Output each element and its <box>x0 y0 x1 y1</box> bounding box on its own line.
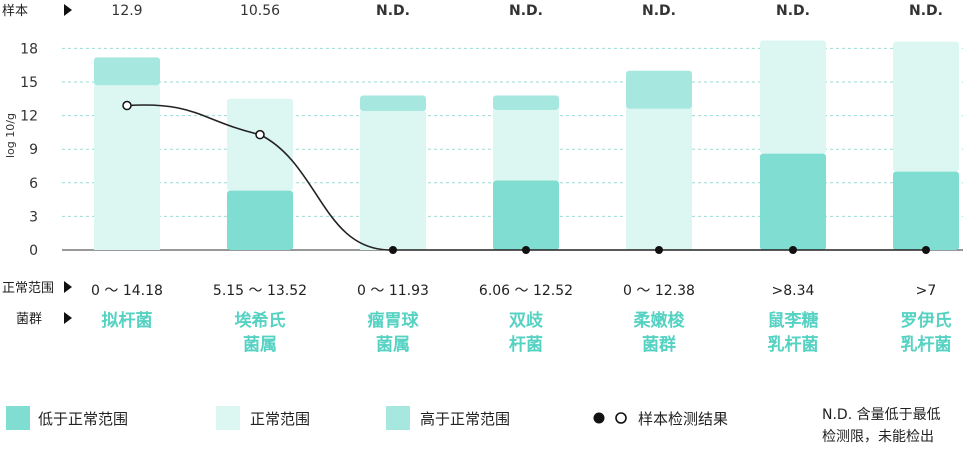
bar-stack <box>360 95 426 251</box>
bar-below-segment <box>893 171 959 250</box>
sample-point-nd <box>389 246 397 254</box>
sample-row-label: 样本 <box>2 4 28 19</box>
sample-value-label: N.D. <box>509 3 543 19</box>
bar-normal-segment <box>626 108 692 250</box>
y-axis-label: log 10/g <box>4 113 17 158</box>
bar-above-segment <box>360 95 426 112</box>
y-tick-label: 6 <box>29 176 38 192</box>
bar-below-segment <box>227 190 293 250</box>
normal-range-label: 0 ～ 14.18 <box>91 283 163 299</box>
y-tick-labels: 0 3 6 9 12 15 18 <box>20 41 38 259</box>
range-row-label: 正常范围 <box>2 281 54 296</box>
legend-above-label: 高于正常范围 <box>420 410 510 428</box>
category-name-line2: 菌属 <box>376 335 410 355</box>
y-tick-label: 12 <box>20 109 38 125</box>
sample-point-nd <box>922 246 930 254</box>
sample-row-arrow-icon <box>64 4 72 16</box>
category-name: 双歧 <box>509 310 544 331</box>
bar-above-segment <box>493 95 559 110</box>
legend-normal-label: 正常范围 <box>250 410 310 428</box>
sample-value-label: N.D. <box>776 3 810 19</box>
category-name: 罗伊氏 <box>901 310 952 331</box>
category-name-line2: 菌属 <box>243 335 277 355</box>
sample-result-curve <box>126 104 926 251</box>
nd-note-line2: 检测限，未能检出 <box>822 429 934 445</box>
legend-filled-dot-icon <box>593 412 605 424</box>
category-name: 鼠李糖 <box>768 310 819 331</box>
sample-curve-line <box>126 104 926 251</box>
group-row-arrow-icon <box>64 312 72 324</box>
y-tick-label: 0 <box>29 243 38 259</box>
sample-point <box>255 129 265 140</box>
nd-note-line1: N.D. 含量低于最低 <box>822 407 941 423</box>
legend: 低于正常范围 正常范围 高于正常范围 样本检测结果 N.D. 含量低于最低 检测… <box>6 406 941 445</box>
sample-value-label: 12.9 <box>111 3 142 19</box>
legend-result-label: 样本检测结果 <box>638 410 728 428</box>
legend-open-dot-icon <box>615 412 627 424</box>
normal-range-label: 6.06 ～ 12.52 <box>479 283 573 299</box>
category-name-line2: 乳杆菌 <box>901 334 952 355</box>
category-name: 埃希氏 <box>235 310 286 331</box>
sample-value-label: 10.56 <box>240 3 280 19</box>
normal-range-label: 0 ～ 11.93 <box>357 283 429 299</box>
group-row-label: 菌群 <box>16 312 42 327</box>
normal-range-label: 0 ～ 12.38 <box>623 283 695 299</box>
legend-below-label: 低于正常范围 <box>38 410 128 428</box>
y-tick-label: 15 <box>20 75 38 91</box>
bar-stack <box>893 41 959 250</box>
category-name: 拟杆菌 <box>102 310 153 331</box>
bar-stack <box>227 98 293 250</box>
normal-range-label: 5.15 ～ 13.52 <box>213 283 307 299</box>
bar-normal-segment <box>760 40 826 154</box>
bar-stack <box>626 70 692 250</box>
bar-normal-segment <box>227 98 293 191</box>
bar-below-segment <box>493 180 559 250</box>
normal-range-label: >8.34 <box>772 283 815 299</box>
sample-point-nd <box>789 246 797 254</box>
bar-normal-segment <box>893 41 959 172</box>
sample-point-nd <box>522 246 530 254</box>
sample-result-points <box>122 100 930 254</box>
sample-value-label: N.D. <box>642 3 676 19</box>
sample-point <box>122 100 132 111</box>
bar-above-segment <box>626 70 692 109</box>
bars <box>94 40 959 251</box>
category-name: 柔嫩梭 <box>634 310 686 331</box>
y-tick-label: 3 <box>29 209 38 225</box>
bar-above-segment <box>94 57 160 86</box>
sample-value-label: N.D. <box>909 3 943 19</box>
bar-normal-segment <box>360 111 426 251</box>
bar-stack <box>493 95 559 250</box>
legend-below-swatch <box>6 406 30 430</box>
category-name-line2: 乳杆菌 <box>768 334 819 355</box>
bar-below-segment <box>760 153 826 250</box>
bar-stack <box>94 57 160 250</box>
bar-stack <box>760 40 826 250</box>
sample-value-label: N.D. <box>376 3 410 19</box>
legend-normal-swatch <box>216 406 240 430</box>
bar-normal-segment <box>94 85 160 250</box>
category-name: 瘤胃球 <box>368 310 420 331</box>
bar-normal-segment <box>493 110 559 181</box>
category-name-line2: 菌群 <box>642 334 676 355</box>
range-row-arrow-icon <box>64 281 72 293</box>
sample-point-nd <box>655 246 663 254</box>
y-tick-label: 18 <box>20 41 38 57</box>
y-tick-label: 9 <box>29 142 38 158</box>
category-name-line2: 杆菌 <box>509 335 543 355</box>
legend-above-swatch <box>386 406 410 430</box>
normal-range-label: >7 <box>916 283 937 299</box>
